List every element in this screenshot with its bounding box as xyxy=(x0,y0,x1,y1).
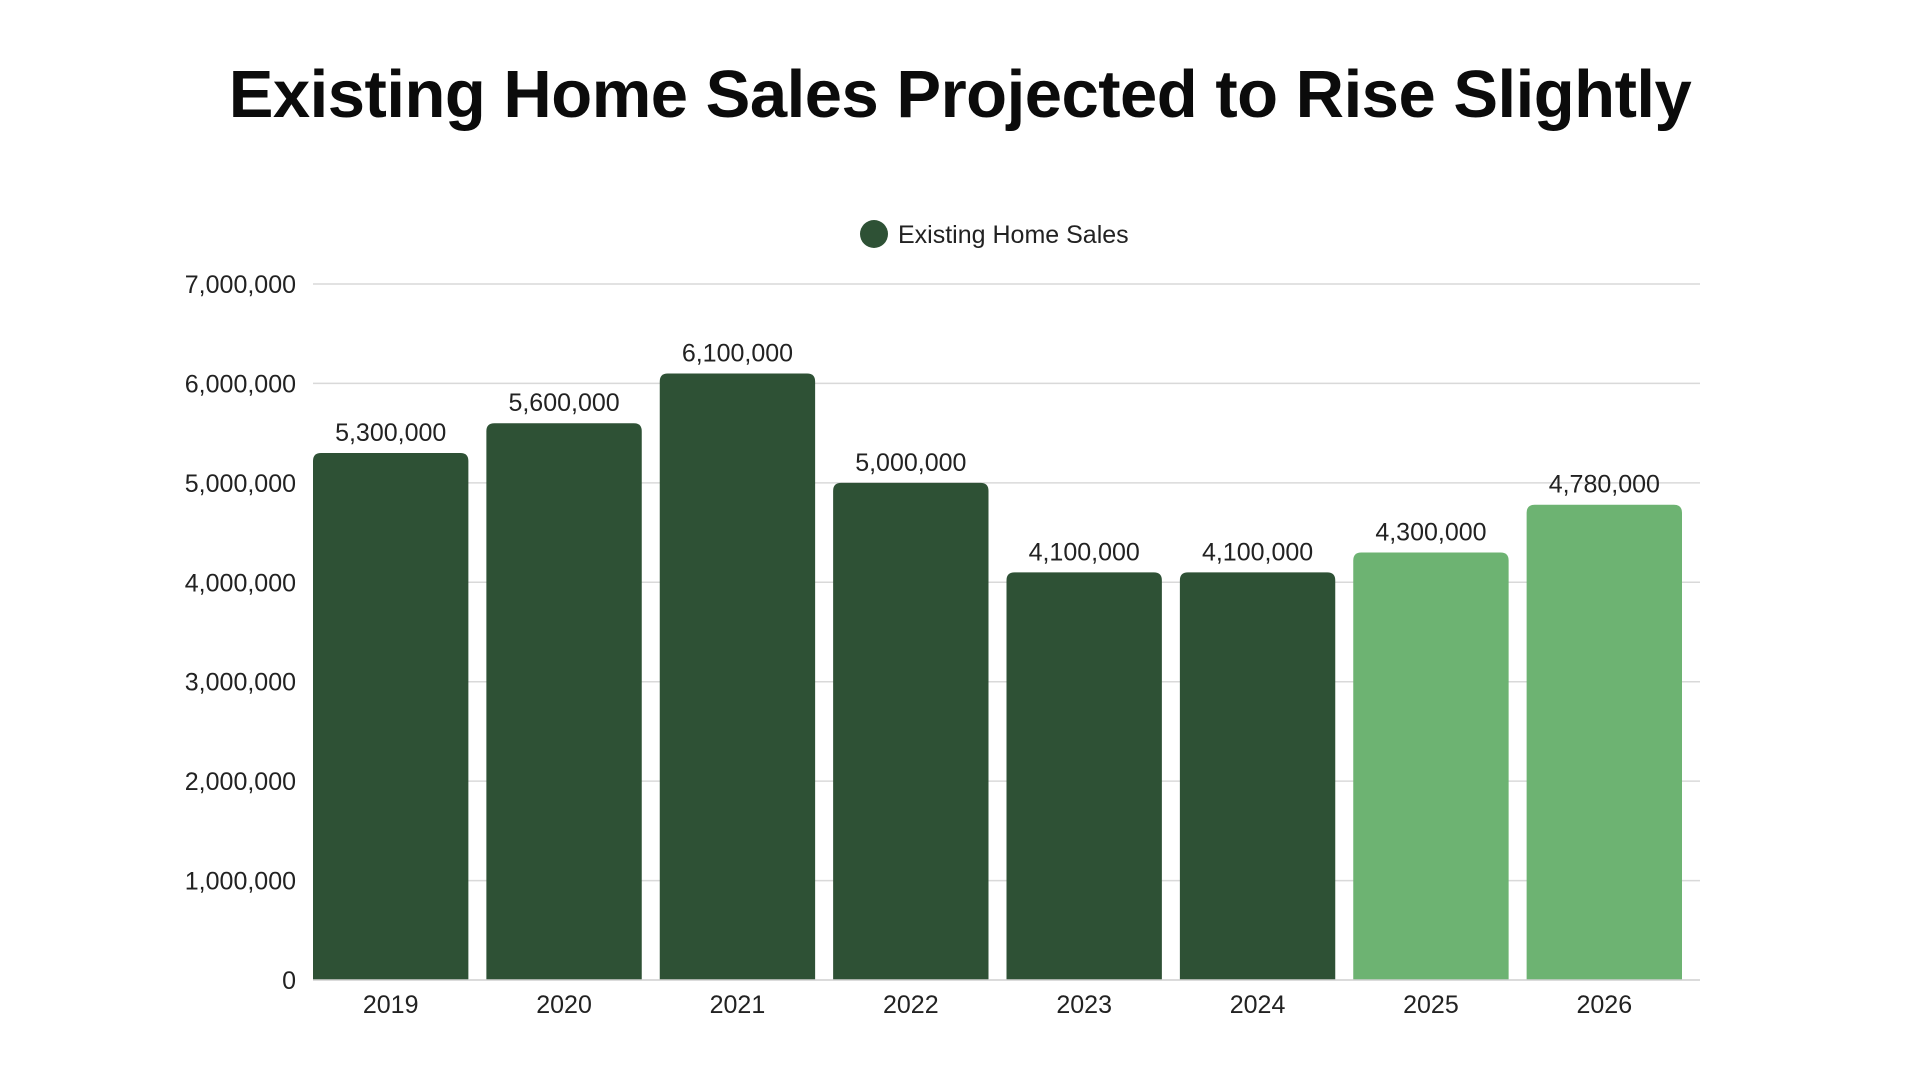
y-tick-label: 3,000,000 xyxy=(185,669,296,697)
bar-2025 xyxy=(1353,552,1509,980)
data-label-2025: 4,300,000 xyxy=(1375,518,1486,546)
x-tick-label-2024: 2024 xyxy=(1230,991,1286,1019)
x-tick-label-2026: 2026 xyxy=(1577,991,1633,1019)
legend-marker-icon xyxy=(860,220,888,248)
x-tick-label-2023: 2023 xyxy=(1056,991,1112,1019)
y-tick-label: 4,000,000 xyxy=(185,569,296,597)
x-tick-label-2021: 2021 xyxy=(710,991,766,1019)
y-tick-label: 6,000,000 xyxy=(185,370,296,398)
bar-2024 xyxy=(1179,572,1336,980)
data-label-2021: 6,100,000 xyxy=(682,339,793,367)
x-tick-label-2019: 2019 xyxy=(363,991,419,1019)
data-label-2020: 5,600,000 xyxy=(508,389,619,417)
y-tick-label: 0 xyxy=(282,967,296,995)
x-tick-label-2020: 2020 xyxy=(536,991,592,1019)
legend: Existing Home Sales xyxy=(860,220,1129,249)
bar-2026 xyxy=(1526,504,1682,980)
bars xyxy=(313,373,1682,980)
bar-2022 xyxy=(833,482,989,980)
y-tick-label: 7,000,000 xyxy=(185,271,296,299)
chart-title: Existing Home Sales Projected to Rise Sl… xyxy=(228,57,1692,132)
bar-2019 xyxy=(313,453,469,980)
x-tick-label-2022: 2022 xyxy=(883,991,939,1019)
data-label-2026: 4,780,000 xyxy=(1549,471,1660,499)
data-labels: 5,300,000 5,600,000 6,100,000 5,000,000 4,10… xyxy=(335,339,1660,566)
data-label-2024: 4,100,000 xyxy=(1202,538,1313,566)
bar-2023 xyxy=(1006,572,1162,980)
data-label-2022: 5,000,000 xyxy=(855,449,966,477)
y-tick-label: 5,000,000 xyxy=(185,470,296,498)
legend-label: Existing Home Sales xyxy=(898,221,1129,249)
y-tick-label: 1,000,000 xyxy=(185,868,296,896)
bar-2021 xyxy=(659,373,816,980)
data-label-2023: 4,100,000 xyxy=(1029,538,1140,566)
y-tick-label: 2,000,000 xyxy=(185,768,296,796)
data-label-2019: 5,300,000 xyxy=(335,419,446,447)
x-tick-label-2025: 2025 xyxy=(1403,991,1459,1019)
bar-2020 xyxy=(486,423,642,980)
axes: 0 1,000,000 2,000,000 3,000,000 4,000,000 5,0… xyxy=(185,271,1700,1019)
